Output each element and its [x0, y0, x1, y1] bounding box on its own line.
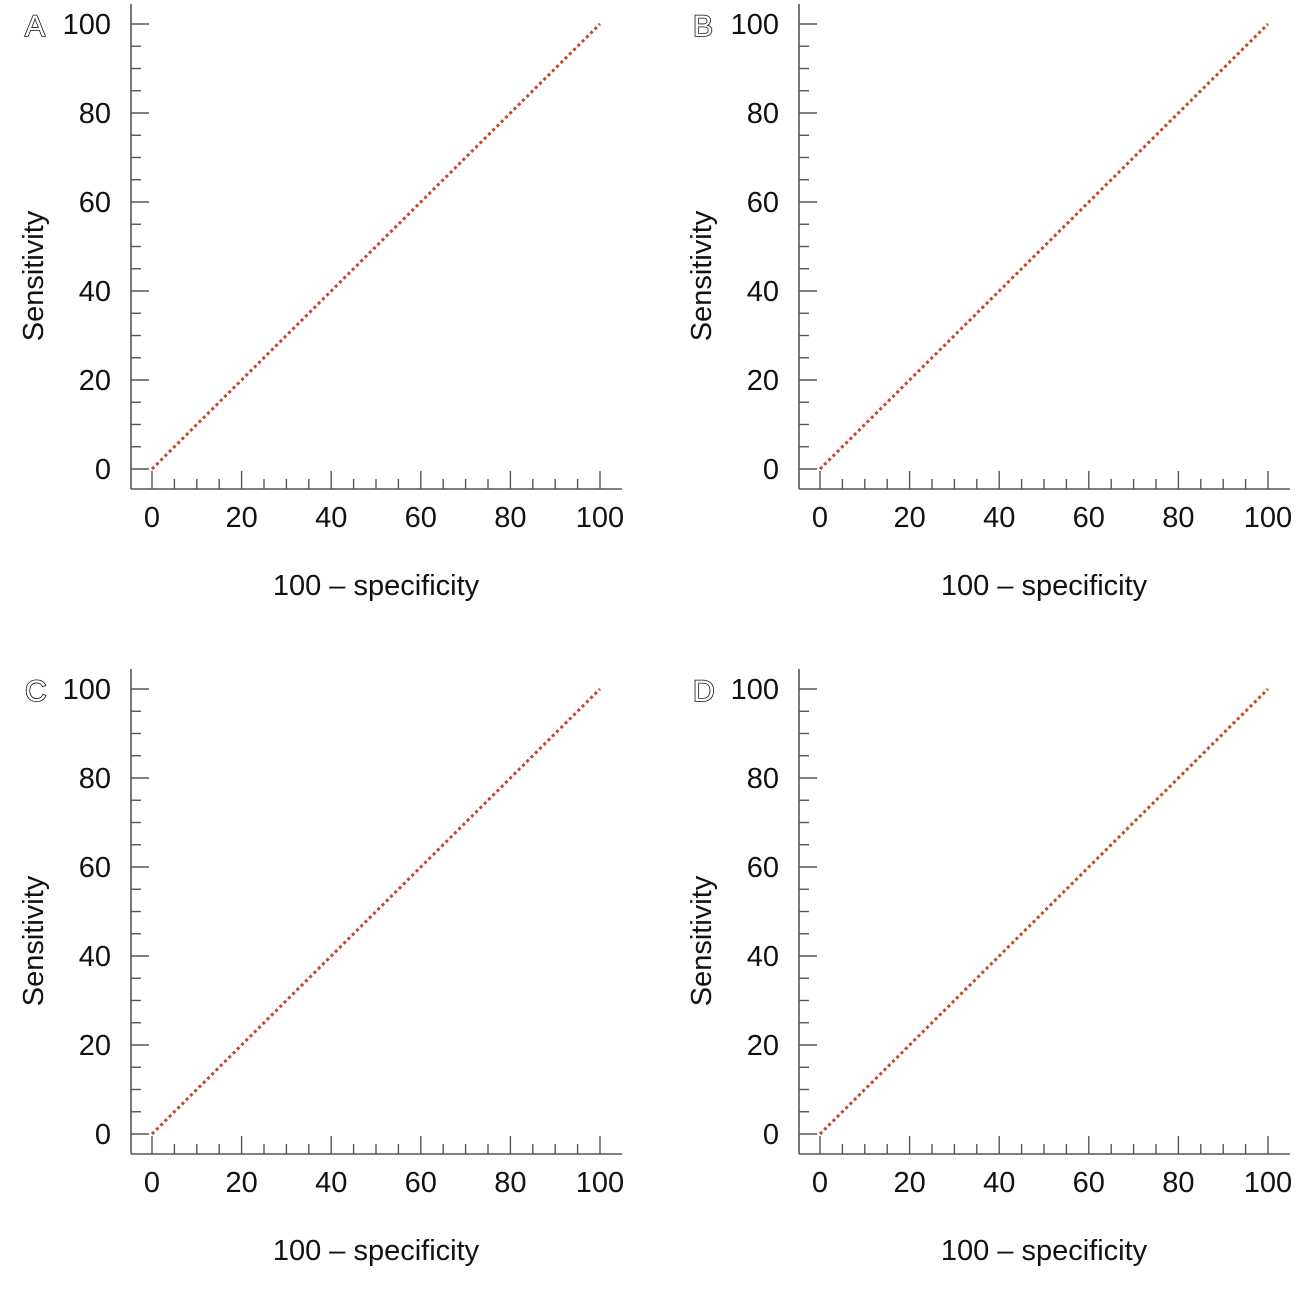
y-tick-label: 0: [763, 454, 779, 486]
y-tick-label: 80: [79, 98, 111, 130]
x-tick-label: 100: [576, 1167, 624, 1199]
y-tick-label: 100: [731, 674, 779, 706]
x-tick-label: 40: [315, 502, 347, 534]
panel-letter: B: [693, 10, 713, 43]
y-tick-label: 40: [79, 941, 111, 973]
x-axis-title: 100 – specificity: [941, 1235, 1148, 1267]
x-tick-label: 40: [315, 1167, 347, 1199]
y-tick-label: 100: [731, 9, 779, 41]
x-tick-label: 100: [1244, 502, 1292, 534]
y-axis-title: Sensitivity: [18, 875, 50, 1006]
y-tick-label: 40: [747, 276, 779, 308]
y-tick-label: 80: [747, 763, 779, 795]
x-tick-label: 20: [893, 502, 925, 534]
y-tick-label: 0: [95, 1119, 111, 1151]
x-tick-label: 80: [494, 502, 526, 534]
y-axis-title: Sensitivity: [18, 210, 50, 341]
x-tick-label: 0: [812, 502, 828, 534]
x-tick-label: 40: [983, 1167, 1015, 1199]
x-axis-title: 100 – specificity: [273, 570, 480, 602]
reference-line: [150, 22, 602, 471]
panel-a: 0 20 40 60 80 100 0 20 40 60 80 100 100 – specificit…: [18, 4, 624, 602]
x-tick-label: 60: [405, 502, 437, 534]
x-tick-label: 60: [405, 1167, 437, 1199]
x-tick-label: 80: [1162, 502, 1194, 534]
x-tick-label: 80: [494, 1167, 526, 1199]
y-tick-label: 20: [747, 365, 779, 397]
reference-line: [150, 687, 602, 1136]
panel-letter: C: [25, 675, 47, 708]
y-tick-label: 60: [747, 187, 779, 219]
x-axis-title: 100 – specificity: [941, 570, 1148, 602]
panel-c: 0 20 40 60 80 100 0 20 40 60 80 100 100 – specificit…: [18, 669, 624, 1267]
x-tick-label: 0: [144, 1167, 160, 1199]
y-axis-title: Sensitivity: [686, 210, 718, 341]
x-axis-title: 100 – specificity: [273, 1235, 480, 1267]
y-tick-label: 0: [95, 454, 111, 486]
y-tick-label: 20: [747, 1030, 779, 1062]
y-tick-label: 60: [79, 852, 111, 884]
panel-d: 0 20 40 60 80 100 0 20 40 60 80 100 100 – specificit…: [686, 669, 1292, 1267]
y-tick-label: 80: [747, 98, 779, 130]
panel-letter: D: [693, 675, 715, 708]
y-axis-title: Sensitivity: [686, 875, 718, 1006]
x-tick-label: 80: [1162, 1167, 1194, 1199]
reference-line: [818, 22, 1270, 471]
y-tick-label: 100: [63, 674, 111, 706]
x-tick-label: 60: [1073, 1167, 1105, 1199]
reference-line: [818, 687, 1270, 1136]
y-tick-label: 100: [63, 9, 111, 41]
x-tick-label: 20: [225, 1167, 257, 1199]
y-tick-label: 20: [79, 365, 111, 397]
x-tick-label: 60: [1073, 502, 1105, 534]
y-tick-label: 20: [79, 1030, 111, 1062]
y-tick-label: 40: [79, 276, 111, 308]
y-tick-label: 60: [79, 187, 111, 219]
x-tick-label: 100: [576, 502, 624, 534]
x-tick-label: 20: [893, 1167, 925, 1199]
x-tick-label: 0: [812, 1167, 828, 1199]
x-tick-label: 100: [1244, 1167, 1292, 1199]
x-tick-label: 40: [983, 502, 1015, 534]
y-tick-label: 0: [763, 1119, 779, 1151]
y-tick-label: 80: [79, 763, 111, 795]
y-tick-label: 60: [747, 852, 779, 884]
panel-letter: A: [25, 10, 45, 43]
y-tick-label: 40: [747, 941, 779, 973]
x-tick-label: 20: [225, 502, 257, 534]
x-tick-label: 0: [144, 502, 160, 534]
panel-b: 0 20 40 60 80 100 0 20 40 60 80 100 100 – specificit…: [686, 4, 1292, 602]
